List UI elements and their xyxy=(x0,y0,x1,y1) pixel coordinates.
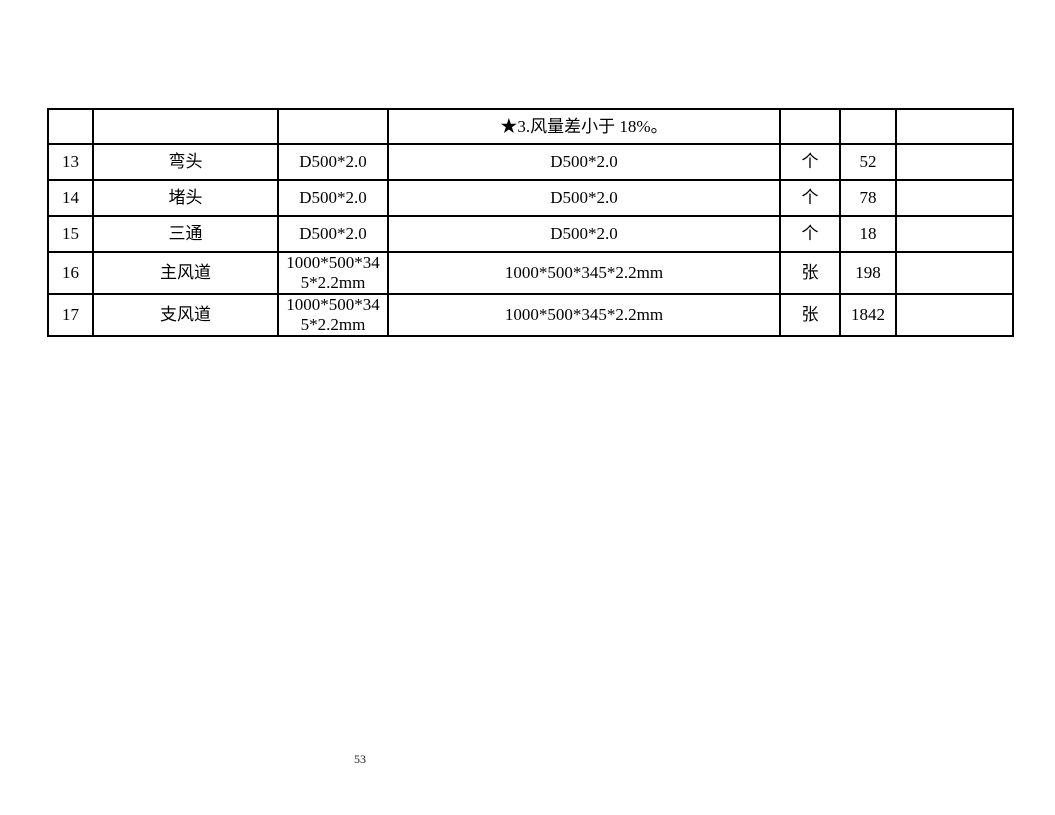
cell-unit: 张 xyxy=(779,293,841,337)
cell-remark xyxy=(895,179,1014,217)
cell-serial: 17 xyxy=(47,293,94,337)
cell-spec: D500*2.0 xyxy=(277,179,389,217)
cell-remark xyxy=(895,143,1014,181)
cell-spec xyxy=(277,108,389,145)
cell-name: 堵头 xyxy=(92,179,279,217)
cell-quantity: 1842 xyxy=(839,293,897,337)
cell-description: D500*2.0 xyxy=(387,143,781,181)
table-row: 16 主风道 1000*500*345*2.2mm 1000*500*345*2… xyxy=(47,251,1014,295)
equipment-spec-table: ★3.风量差小于 18%。 13 弯头 D500*2.0 D500*2.0 个 … xyxy=(47,108,1014,337)
cell-description: 1000*500*345*2.2mm xyxy=(387,293,781,337)
cell-quantity: 18 xyxy=(839,215,897,253)
cell-serial: 16 xyxy=(47,251,94,295)
cell-unit: 个 xyxy=(779,215,841,253)
cell-spec: D500*2.0 xyxy=(277,215,389,253)
cell-description: D500*2.0 xyxy=(387,179,781,217)
cell-spec: D500*2.0 xyxy=(277,143,389,181)
cell-description: 1000*500*345*2.2mm xyxy=(387,251,781,295)
cell-remark xyxy=(895,251,1014,295)
table-row: 17 支风道 1000*500*345*2.2mm 1000*500*345*2… xyxy=(47,293,1014,337)
cell-unit: 张 xyxy=(779,251,841,295)
cell-description: ★3.风量差小于 18%。 xyxy=(387,108,781,145)
cell-remark xyxy=(895,215,1014,253)
cell-name: 支风道 xyxy=(92,293,279,337)
cell-name: 主风道 xyxy=(92,251,279,295)
cell-quantity: 78 xyxy=(839,179,897,217)
cell-quantity: 52 xyxy=(839,143,897,181)
table-row: 15 三通 D500*2.0 D500*2.0 个 18 xyxy=(47,215,1014,253)
cell-spec: 1000*500*345*2.2mm xyxy=(277,293,389,337)
table-row: 13 弯头 D500*2.0 D500*2.0 个 52 xyxy=(47,143,1014,181)
cell-description: D500*2.0 xyxy=(387,215,781,253)
cell-name xyxy=(92,108,279,145)
cell-unit: 个 xyxy=(779,179,841,217)
cell-serial: 13 xyxy=(47,143,94,181)
table-row: 14 堵头 D500*2.0 D500*2.0 个 78 xyxy=(47,179,1014,217)
cell-remark xyxy=(895,293,1014,337)
cell-spec: 1000*500*345*2.2mm xyxy=(277,251,389,295)
cell-remark xyxy=(895,108,1014,145)
cell-quantity xyxy=(839,108,897,145)
page-number: 53 xyxy=(354,752,366,766)
cell-name: 弯头 xyxy=(92,143,279,181)
cell-quantity: 198 xyxy=(839,251,897,295)
table-row-continuation: ★3.风量差小于 18%。 xyxy=(47,108,1014,145)
cell-unit xyxy=(779,108,841,145)
cell-serial: 14 xyxy=(47,179,94,217)
cell-serial: 15 xyxy=(47,215,94,253)
cell-serial xyxy=(47,108,94,145)
cell-unit: 个 xyxy=(779,143,841,181)
cell-name: 三通 xyxy=(92,215,279,253)
